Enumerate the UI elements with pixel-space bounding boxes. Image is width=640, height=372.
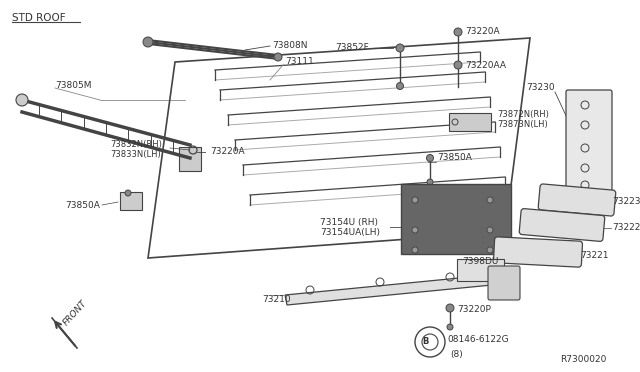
Polygon shape xyxy=(285,275,492,305)
Text: R7300020: R7300020 xyxy=(560,356,606,365)
Text: 73222: 73222 xyxy=(612,224,640,232)
Text: 73805M: 73805M xyxy=(55,80,92,90)
Text: 73832N(RH): 73832N(RH) xyxy=(110,141,162,150)
FancyBboxPatch shape xyxy=(179,147,201,171)
Circle shape xyxy=(487,247,493,253)
Text: (8): (8) xyxy=(450,350,463,359)
FancyBboxPatch shape xyxy=(488,266,520,300)
Text: B: B xyxy=(422,337,428,346)
Circle shape xyxy=(397,83,403,90)
Text: 08146-6122G: 08146-6122G xyxy=(447,336,509,344)
Circle shape xyxy=(487,197,493,203)
Circle shape xyxy=(426,154,433,161)
Text: 73220A: 73220A xyxy=(465,28,500,36)
Circle shape xyxy=(125,190,131,196)
FancyBboxPatch shape xyxy=(401,184,511,254)
Circle shape xyxy=(143,37,153,47)
Circle shape xyxy=(487,227,493,233)
Text: STD ROOF: STD ROOF xyxy=(12,13,66,23)
Text: 73221: 73221 xyxy=(580,250,609,260)
Text: 73873N(LH): 73873N(LH) xyxy=(497,121,548,129)
Text: 73111: 73111 xyxy=(285,58,314,67)
Circle shape xyxy=(412,197,418,203)
Circle shape xyxy=(447,324,453,330)
Text: 73808N: 73808N xyxy=(272,42,307,51)
Text: 73850A: 73850A xyxy=(65,201,100,209)
Circle shape xyxy=(396,44,404,52)
FancyBboxPatch shape xyxy=(538,184,616,216)
Text: 73872N(RH): 73872N(RH) xyxy=(497,110,549,119)
Text: 7398DU: 7398DU xyxy=(462,257,499,266)
Circle shape xyxy=(454,61,462,69)
FancyBboxPatch shape xyxy=(449,113,491,131)
Bar xyxy=(120,192,142,210)
Text: 73154U (RH): 73154U (RH) xyxy=(320,218,378,227)
Circle shape xyxy=(412,227,418,233)
Circle shape xyxy=(16,94,28,106)
Circle shape xyxy=(274,53,282,61)
Circle shape xyxy=(427,179,433,185)
Text: 73852F: 73852F xyxy=(335,44,369,52)
Text: 73230: 73230 xyxy=(526,83,555,93)
Text: 73223: 73223 xyxy=(612,198,640,206)
Text: 73833N(LH): 73833N(LH) xyxy=(110,151,161,160)
Text: 73220P: 73220P xyxy=(457,305,491,314)
Circle shape xyxy=(454,28,462,36)
Text: 73220AA: 73220AA xyxy=(465,61,506,70)
FancyBboxPatch shape xyxy=(519,209,605,241)
FancyBboxPatch shape xyxy=(566,90,612,194)
Circle shape xyxy=(412,247,418,253)
Text: 73850A: 73850A xyxy=(437,154,472,163)
FancyBboxPatch shape xyxy=(457,259,504,281)
Text: FRONT: FRONT xyxy=(62,299,89,327)
Text: 73210: 73210 xyxy=(262,295,291,305)
Text: 73154UA(LH): 73154UA(LH) xyxy=(320,228,380,237)
FancyBboxPatch shape xyxy=(493,237,582,267)
Circle shape xyxy=(446,304,454,312)
Text: 73220A: 73220A xyxy=(210,148,244,157)
